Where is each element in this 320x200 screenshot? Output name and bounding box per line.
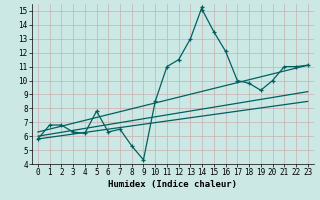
X-axis label: Humidex (Indice chaleur): Humidex (Indice chaleur) [108,180,237,189]
